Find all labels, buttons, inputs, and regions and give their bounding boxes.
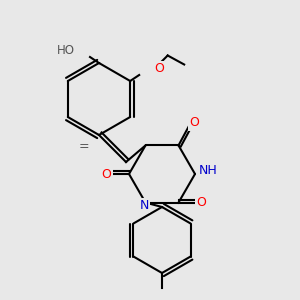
Text: N: N <box>139 199 149 212</box>
Text: HO: HO <box>57 44 75 58</box>
Text: O: O <box>190 116 199 129</box>
Text: O: O <box>154 62 164 76</box>
Text: NH: NH <box>199 164 218 178</box>
Text: =: = <box>79 140 89 154</box>
Text: O: O <box>102 167 111 181</box>
Text: O: O <box>196 196 206 209</box>
